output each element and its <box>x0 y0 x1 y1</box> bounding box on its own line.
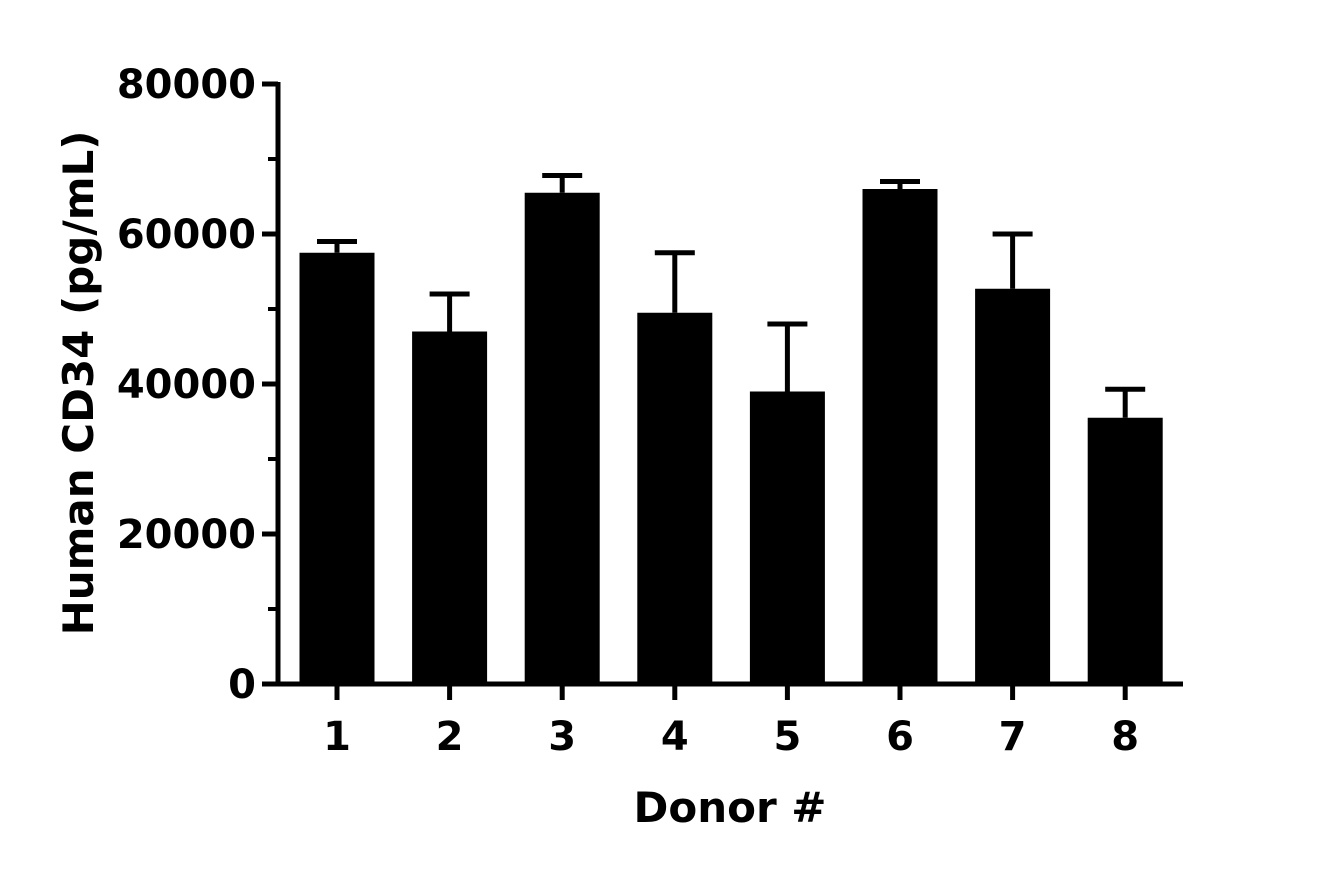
x-tick-label: 1 <box>323 714 351 760</box>
x-tick-label: 5 <box>773 714 801 760</box>
y-tick-label: 60000 <box>117 212 256 258</box>
x-tick-label: 7 <box>999 714 1027 760</box>
bar <box>524 192 600 684</box>
x-tick-label: 6 <box>886 714 914 760</box>
y-tick-label: 0 <box>228 662 256 708</box>
y-tick-label: 20000 <box>117 512 256 558</box>
y-ticks-group: 0 20000 40000 60000 80000 <box>117 62 278 708</box>
bar <box>299 252 375 684</box>
y-tick-label: 40000 <box>117 362 256 408</box>
error-bars-group <box>317 173 1146 418</box>
x-ticks-group: 1 2 3 4 5 6 7 8 <box>323 684 1139 760</box>
y-axis-title: Human CD34 (pg/mL) <box>54 131 103 636</box>
bar <box>1087 417 1163 684</box>
y-tick-label: 80000 <box>117 62 256 108</box>
bar <box>412 331 488 684</box>
bar <box>749 391 825 684</box>
x-axis-title: Donor # <box>634 783 827 832</box>
bar <box>637 312 713 684</box>
bar <box>975 288 1051 684</box>
bar <box>862 189 938 684</box>
bars-group <box>299 189 1163 684</box>
x-tick-label: 4 <box>661 714 689 760</box>
x-tick-label: 8 <box>1111 714 1139 760</box>
x-tick-label: 3 <box>548 714 576 760</box>
x-tick-label: 2 <box>436 714 464 760</box>
